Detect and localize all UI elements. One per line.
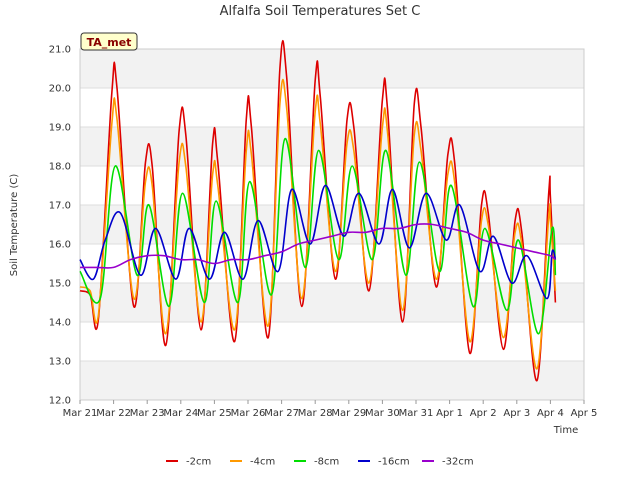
x-tick-label: Mar 31 [399,408,434,419]
chart-title: Alfalfa Soil Temperatures Set C [220,4,421,19]
x-tick-label: Apr 5 [571,408,598,419]
legend-label: -8cm [314,457,339,468]
y-tick-label: 17.0 [49,201,71,212]
plot-band [80,361,584,400]
x-tick-label: Mar 27 [264,408,299,419]
plot-frame [79,48,585,401]
series-line-minus-4cm [79,78,557,370]
station-label-background [80,32,138,51]
x-tick-label: Mar 24 [163,408,198,419]
station-label: TA_met [87,36,132,49]
legend-label: -4cm [250,457,275,468]
series-line-minus-16cm [79,184,557,300]
legend-label: -32cm [442,457,474,468]
y-tick-label: 19.0 [49,123,71,134]
station-label-box: TA_met [80,32,138,51]
x-axis-label: Time [553,425,578,436]
legend: -2cm -4cm -8cm -16cm -32cm [166,457,474,468]
y-tick-label: 14.0 [49,318,71,329]
x-tick-label: Mar 30 [365,408,400,419]
plot-band [80,49,584,88]
y-tick-label: 13.0 [49,357,71,368]
y-tick-label: 18.0 [49,162,71,173]
x-tick-label: Apr 3 [503,408,530,419]
y-axis-label: Soil Temperature (C) [9,174,20,277]
y-tick-label: 21.0 [49,45,71,56]
legend-label: -2cm [186,457,211,468]
x-tick-label: Apr 1 [436,408,463,419]
y-tick-label: 12.0 [49,396,71,407]
y-tick-label: 15.0 [49,279,71,290]
x-tick-label: Mar 25 [197,408,232,419]
x-tick-label: Mar 21 [63,408,98,419]
x-tick-label: Apr 2 [470,408,497,419]
y-tick-labels: 12.0 13.0 14.0 15.0 16.0 17.0 18.0 19.0 20.0 21.0 [49,45,71,407]
x-tick-label: Mar 23 [130,408,165,419]
series-line-minus-8cm [79,137,557,335]
plot-band [80,322,584,361]
x-tick-label: Mar 29 [331,408,366,419]
x-tick-label: Mar 22 [96,408,131,419]
plot-band [80,88,584,127]
series-lines [79,40,557,382]
y-tick-label: 20.0 [49,84,71,95]
plot-band [80,127,584,166]
x-tick-label: Apr 4 [537,408,564,419]
legend-label: -16cm [378,457,410,468]
series-line-minus-32cm [80,223,556,269]
x-tick-label: Mar 26 [231,408,266,419]
y-tick-label: 16.0 [49,240,71,251]
x-tick-label: Mar 28 [298,408,333,419]
